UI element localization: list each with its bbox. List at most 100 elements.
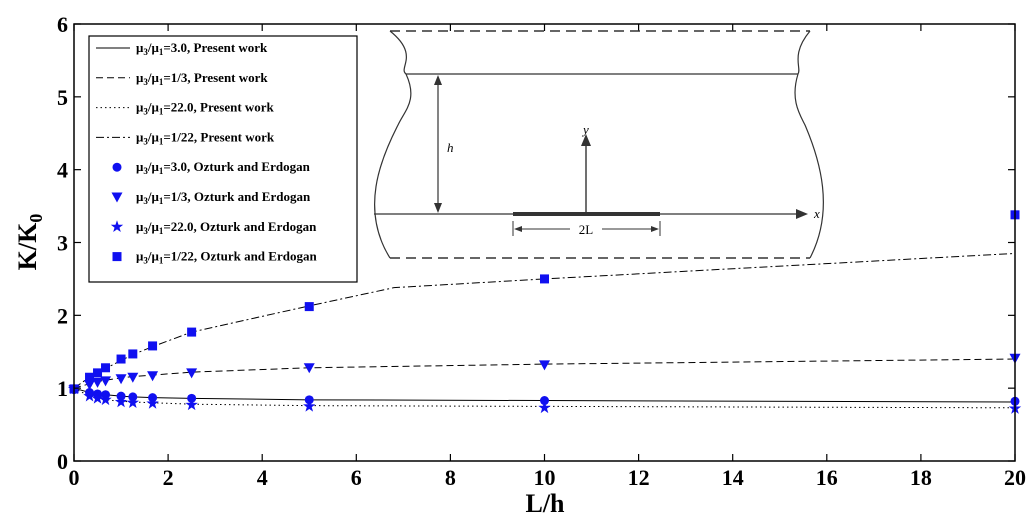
data-point xyxy=(85,372,95,382)
y-axis-label: K/K0 xyxy=(13,214,46,271)
legend-label-part: /μ xyxy=(147,40,160,55)
legend-label-subscript: 3 xyxy=(143,166,148,176)
legend-label-part: /μ xyxy=(147,189,160,204)
inset-2l-arrow-right xyxy=(651,226,659,232)
data-point xyxy=(540,396,549,406)
data-point xyxy=(304,302,314,312)
legend-label-subscript: 1 xyxy=(159,47,164,57)
data-point xyxy=(146,396,159,409)
legend-label: μ3/μ1=1/3, Present work xyxy=(136,70,268,87)
legend-item: μ3/μ1=22.0, Ozturk and Erdogan xyxy=(110,219,317,236)
legend-item: μ3/μ1=3.0, Ozturk and Erdogan xyxy=(112,159,311,176)
x-tick-label: 20 xyxy=(1004,465,1026,490)
inset-h-label: h xyxy=(447,140,454,155)
legend-label-part: =1/22, Present work xyxy=(163,129,275,144)
x-tick-label: 4 xyxy=(257,465,268,490)
x-tick-label: 16 xyxy=(816,465,838,490)
legend-label: μ3/μ1=1/22, Present work xyxy=(136,129,275,146)
legend-label-subscript: 1 xyxy=(159,136,164,146)
data-point xyxy=(186,368,198,379)
data-point xyxy=(84,380,96,391)
x-axis-label: L/h xyxy=(525,489,565,516)
data-point xyxy=(147,371,159,382)
inset-2l-arrow-left xyxy=(514,226,522,232)
legend-item: μ3/μ1=1/3, Ozturk and Erdogan xyxy=(111,189,311,206)
data-point xyxy=(540,274,549,284)
y-tick-label: 5 xyxy=(57,85,68,110)
inset-right-break xyxy=(794,30,824,259)
legend-label-part: μ xyxy=(136,159,144,174)
legend-label: μ3/μ1=1/22, Ozturk and Erdogan xyxy=(136,249,317,266)
legend-label-subscript: 3 xyxy=(143,196,148,206)
data-point xyxy=(303,399,316,412)
legend-label-part: μ xyxy=(136,189,144,204)
axis-ticks xyxy=(73,23,1016,462)
y-tick-label: 1 xyxy=(57,376,68,401)
legend-label: μ3/μ1=22.0, Ozturk and Erdogan xyxy=(136,219,317,236)
data-point xyxy=(303,363,315,374)
legend-label-subscript: 3 xyxy=(143,47,148,57)
legend-label-subscript: 1 xyxy=(159,256,164,266)
legend-label-subscript: 3 xyxy=(143,77,148,87)
x-tick-label: 0 xyxy=(69,465,80,490)
legend-label-part: μ xyxy=(136,70,144,85)
y-tick-label: 4 xyxy=(57,158,68,183)
y-axis-label-sub: 0 xyxy=(26,214,46,223)
data-point xyxy=(185,398,198,411)
legend-label-subscript: 1 xyxy=(159,166,164,176)
legend-label: μ3/μ1=3.0, Ozturk and Erdogan xyxy=(136,159,311,176)
inset-y-arrowhead xyxy=(581,134,591,146)
inset-schematic: x y h 2L xyxy=(374,30,824,259)
legend-label-part: =22.0, Ozturk and Erdogan xyxy=(163,219,317,234)
x-tick-label: 2 xyxy=(163,465,174,490)
legend-label-subscript: 1 xyxy=(159,107,164,117)
inset-2l-label: 2L xyxy=(579,222,594,237)
data-point xyxy=(538,401,551,414)
legend-marker-swatch xyxy=(111,192,123,203)
legend-marker-swatch xyxy=(112,252,122,262)
legend-label-part: /μ xyxy=(147,70,160,85)
data-point xyxy=(83,389,96,402)
data-point xyxy=(116,354,126,364)
data-point xyxy=(148,341,158,351)
legend-item: μ3/μ1=1/22, Present work xyxy=(96,129,275,146)
legend-label-subscript: 3 xyxy=(143,136,148,146)
y-axis-label-main: K/K xyxy=(13,222,42,270)
legend-marker-swatch xyxy=(110,220,124,233)
legend-label-subscript: 1 xyxy=(159,226,164,236)
x-tick-label: 6 xyxy=(351,465,362,490)
series-line xyxy=(73,252,1016,389)
legend-label-part: /μ xyxy=(147,219,160,234)
legend-label-part: =22.0, Present work xyxy=(163,100,274,115)
data-point xyxy=(126,396,139,408)
legend-label-subscript: 3 xyxy=(143,226,148,236)
data-point xyxy=(128,349,138,359)
data-point xyxy=(93,368,103,378)
x-tick-label: 18 xyxy=(910,465,932,490)
legend-item: μ3/μ1=1/22, Ozturk and Erdogan xyxy=(112,249,317,266)
data-point xyxy=(127,372,139,383)
legend-label-part: /μ xyxy=(147,249,160,264)
y-tick-label: 6 xyxy=(57,12,68,37)
data-point xyxy=(92,377,104,388)
data-point xyxy=(115,374,127,385)
legend-item: μ3/μ1=22.0, Present work xyxy=(96,100,275,117)
legend-box xyxy=(88,35,358,283)
data-point xyxy=(304,395,314,405)
legend-label-part: μ xyxy=(136,100,144,115)
legend-item: μ3/μ1=1/3, Present work xyxy=(96,70,268,87)
legend-label-part: /μ xyxy=(147,100,160,115)
legend-label-part: μ xyxy=(136,129,144,144)
data-point xyxy=(114,395,128,408)
x-tick-label: 14 xyxy=(722,465,744,490)
series-3 xyxy=(73,252,1016,389)
legend-marker-swatch xyxy=(112,162,122,172)
x-tick-label: 10 xyxy=(534,465,556,490)
legend-label-part: μ xyxy=(136,219,144,234)
inset-h-arrow-top xyxy=(434,75,442,85)
legend-label-subscript: 3 xyxy=(143,256,148,266)
